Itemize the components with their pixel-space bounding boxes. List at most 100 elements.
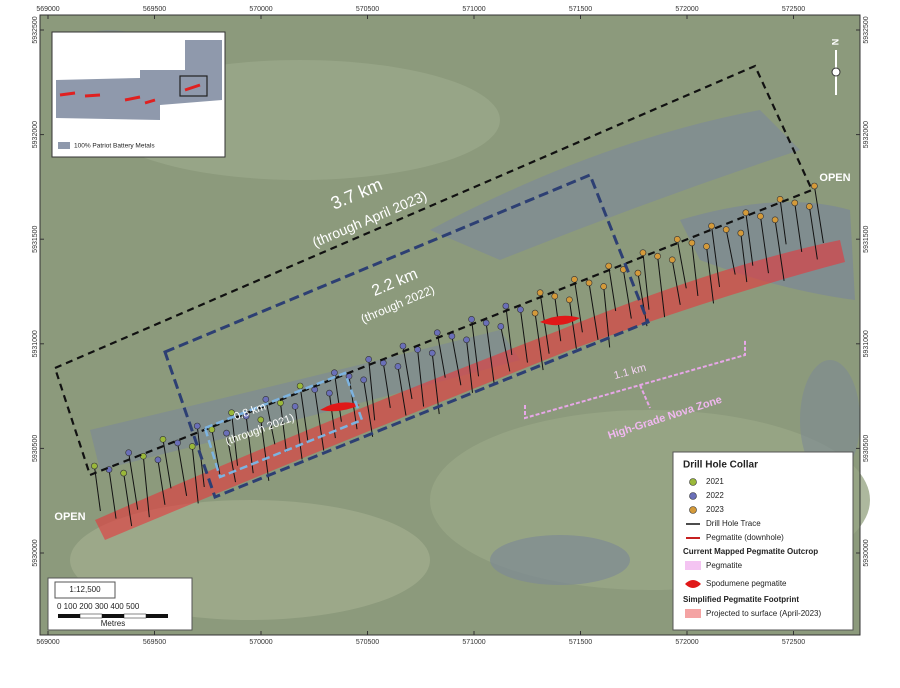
drill-trace xyxy=(745,212,754,266)
drill-collar xyxy=(159,436,167,443)
drill-trace xyxy=(368,359,376,421)
middle-extent xyxy=(163,173,650,499)
drill-collar xyxy=(291,403,299,410)
drill-trace xyxy=(642,252,650,310)
scale-unit: Metres xyxy=(101,619,125,628)
legend-label: 2021 xyxy=(706,477,724,486)
drill-trace xyxy=(299,385,309,444)
drill-collar xyxy=(262,396,270,403)
drill-trace xyxy=(706,246,715,304)
drill-collar xyxy=(634,269,642,277)
drill-trace xyxy=(314,389,325,451)
drill-collar xyxy=(688,239,696,247)
easting-label: 571000 xyxy=(462,6,485,13)
northing-label: 5931500 xyxy=(863,225,870,252)
legend-swatch xyxy=(685,561,701,570)
northing-label: 5931000 xyxy=(32,330,39,357)
spodumene-outcrop xyxy=(540,315,580,326)
drill-trace xyxy=(657,256,666,318)
drill-trace xyxy=(108,469,117,519)
inset-map: 100% Patriot Battery Metals xyxy=(51,31,226,158)
easting-label: 571500 xyxy=(569,6,592,13)
northing-label: 5930000 xyxy=(32,539,39,566)
inset-swatch xyxy=(58,142,70,149)
drill-collar xyxy=(737,229,745,237)
legend-swatch xyxy=(689,478,697,486)
drill-trace xyxy=(622,269,632,319)
drill-trace xyxy=(128,452,139,510)
northing-label: 5930500 xyxy=(863,435,870,462)
drill-collar xyxy=(639,249,647,256)
spodumene-outcrop xyxy=(320,402,360,412)
drill-trace xyxy=(226,433,237,483)
inset-legend: 100% Patriot Battery Metals xyxy=(74,143,155,150)
drill-collar xyxy=(497,323,505,330)
drill-trace xyxy=(431,353,440,415)
drill-trace xyxy=(466,339,474,393)
drill-collar xyxy=(242,412,250,420)
drill-collar xyxy=(776,196,784,203)
drill-trace xyxy=(725,229,736,275)
drill-trace xyxy=(588,282,599,340)
drill-trace xyxy=(382,362,391,408)
drill-collar xyxy=(551,292,559,300)
easting-label: 570500 xyxy=(356,639,379,646)
inset-locator xyxy=(179,75,208,97)
drill-collar xyxy=(708,222,715,230)
northing-label: 5930000 xyxy=(863,539,870,566)
drill-collar xyxy=(722,226,730,233)
scale-bar xyxy=(58,614,168,618)
drill-trace xyxy=(813,185,824,244)
legend-swatch xyxy=(685,609,701,618)
drill-trace xyxy=(162,439,172,489)
scale-box: 1:12,500 0 100 200 300 400 500 Metres xyxy=(47,577,193,631)
scale-ticks: 0 100 200 300 400 500 xyxy=(57,602,140,611)
legend-swatch xyxy=(689,506,697,514)
drill-trace xyxy=(608,265,617,312)
drill-collar xyxy=(791,199,799,207)
drill-collar xyxy=(517,306,524,313)
map-frame xyxy=(39,14,861,636)
drill-trace xyxy=(451,336,462,386)
drill-collar xyxy=(193,422,201,430)
drill-trace xyxy=(505,305,513,356)
drill-trace xyxy=(294,406,303,460)
drill-trace xyxy=(794,202,803,252)
drill-trace xyxy=(265,399,276,445)
drill-trace xyxy=(417,349,425,407)
drill-collar xyxy=(125,449,132,456)
legend: Drill Hole Collar Drill Hole Trace Pegma… xyxy=(672,451,854,631)
northing-label: 5932000 xyxy=(32,121,39,148)
drill-collar xyxy=(394,363,402,370)
scale-bar xyxy=(123,613,147,619)
legend-label: Projected to surface (April-2023) xyxy=(706,609,822,618)
drill-collar xyxy=(120,469,127,477)
easting-label: 569500 xyxy=(143,6,166,13)
drill-trace xyxy=(485,322,495,384)
drill-trace xyxy=(157,459,166,505)
legend-label: Drill Hole Trace xyxy=(706,519,761,528)
easting-label: 570000 xyxy=(249,6,272,13)
drill-collar xyxy=(566,296,573,304)
claims xyxy=(56,40,222,120)
drill-trace xyxy=(363,379,374,437)
drill-collar xyxy=(668,256,676,264)
drill-trace xyxy=(637,273,648,327)
drill-trace xyxy=(573,279,583,333)
ratio-box xyxy=(54,581,116,599)
drill-collar xyxy=(463,336,470,344)
easting-label: 569000 xyxy=(36,6,59,13)
drill-trace xyxy=(279,402,287,452)
drill-trace xyxy=(333,372,342,422)
northing-label: 5931000 xyxy=(863,330,870,357)
outer-extent xyxy=(53,64,814,477)
drill-collar xyxy=(154,456,162,464)
drill-collar xyxy=(482,319,490,327)
nova-zone-bracket xyxy=(524,340,746,420)
northing-label: 5931500 xyxy=(32,225,39,252)
drill-collar xyxy=(91,462,98,470)
drill-trace xyxy=(691,242,699,296)
annotation: OPEN xyxy=(819,172,850,184)
inner-extent xyxy=(203,371,364,479)
